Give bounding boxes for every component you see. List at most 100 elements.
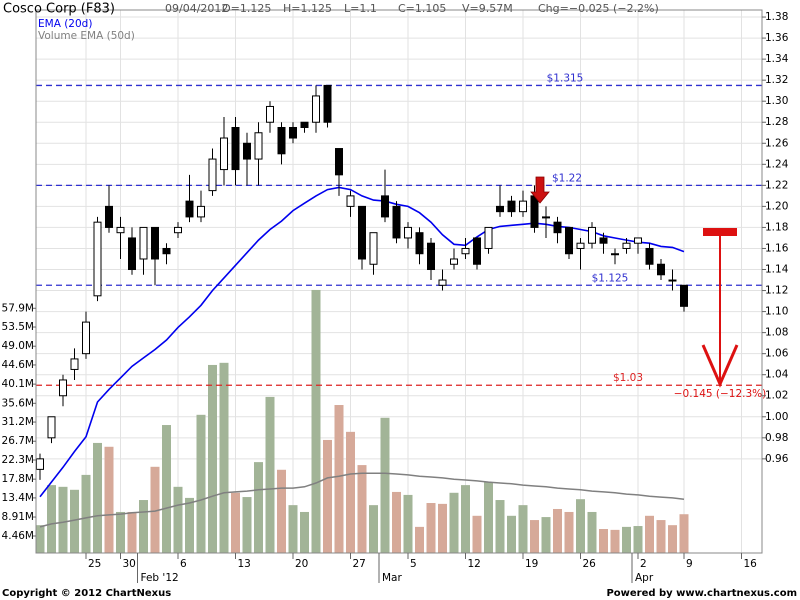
volume-bar (70, 489, 79, 553)
candle-body (312, 95, 320, 123)
candle-body (622, 242, 631, 249)
volume-bar (93, 442, 102, 553)
header-low: L=1.1 (344, 2, 377, 15)
candle-body (346, 195, 355, 207)
candle-body (162, 247, 171, 255)
y2-tick-label: 17.8M (2, 473, 34, 485)
y-tick-label: 1.18 (765, 221, 788, 233)
candle-body (185, 200, 194, 218)
volume-bar (104, 446, 114, 553)
volume-bar (242, 497, 252, 553)
volume-bar (679, 514, 689, 553)
volume-bar (139, 500, 148, 553)
volume-bar (162, 425, 171, 553)
candle-body (93, 221, 102, 297)
volume-bar (369, 505, 378, 553)
candle-body (220, 137, 228, 171)
volume-bar (426, 503, 436, 553)
volume-bar (645, 515, 654, 553)
plot-frame (35, 9, 763, 554)
candle-body (392, 205, 401, 239)
volume-bar (254, 462, 263, 553)
volume-bar (484, 482, 493, 553)
y2-tick-label: 35.6M (2, 397, 34, 409)
candle-body (611, 253, 619, 256)
candle-body (680, 284, 688, 307)
candle-body (300, 121, 309, 128)
candle-body (576, 242, 585, 249)
candle-body (369, 232, 378, 265)
y-tick-label: 1.22 (765, 179, 788, 191)
y2-tick-label: 31.2M (2, 416, 34, 428)
volume-bar (553, 508, 562, 553)
candle-body (473, 237, 481, 265)
volume-bar (150, 466, 160, 553)
candle-body (450, 258, 458, 265)
candle-body (70, 358, 79, 370)
x-tick-label: 27 (353, 558, 366, 570)
x-tick-label: 19 (525, 558, 538, 570)
volume-bar (127, 511, 137, 553)
volume-bar (346, 431, 355, 553)
candle-body (47, 416, 56, 439)
volume-bar (323, 439, 332, 553)
candle-body (588, 226, 596, 244)
candle-body (174, 226, 182, 234)
volume-bar (472, 515, 482, 553)
candle-body (197, 205, 205, 218)
candle-body (277, 126, 286, 155)
drop-arrow (701, 228, 739, 388)
volume-bar (334, 405, 344, 553)
volume-bar (518, 505, 528, 553)
drop-annotation: −0.145 (−12.3%) (674, 388, 767, 400)
candle-body (36, 458, 44, 470)
candle-body (634, 237, 642, 244)
volume-bar (438, 503, 447, 553)
volume-bar (219, 362, 229, 553)
candle-body (208, 158, 217, 192)
candle-body (151, 226, 159, 260)
header-change: Chg=−0.025 (−2.2%) (538, 2, 659, 15)
arrow-head (701, 344, 739, 388)
y2-tick-label: 44.6M (2, 359, 34, 371)
volume-bar (507, 515, 516, 553)
y-tick-label: 1.04 (765, 369, 789, 381)
volume-bar (173, 486, 183, 553)
volume-bar (265, 396, 275, 553)
volume-bar (564, 511, 574, 553)
header-date: 09/04/2012 (165, 2, 228, 15)
y-tick-label: 1.12 (765, 285, 788, 297)
y-tick-label: 1.36 (765, 32, 789, 44)
y-tick-label: 0.96 (765, 453, 789, 465)
y-tick-label: 1.02 (765, 390, 788, 402)
candle-body (542, 216, 550, 219)
y-tick-label: 1.28 (765, 116, 788, 128)
volume-bar (599, 529, 608, 553)
candle-body (358, 205, 366, 260)
y2-tick-label: 49.0M (2, 340, 34, 352)
y-tick-label: 1.34 (765, 53, 789, 65)
candle-body (128, 237, 136, 271)
y2-tick-label: 26.7M (2, 435, 34, 447)
candle-body (116, 226, 125, 234)
x-tick-label: 5 (410, 558, 417, 570)
y-tick-label: 1.24 (765, 158, 789, 170)
x-tick-label: 12 (468, 558, 481, 570)
y2-tick-label: 4.46M (2, 530, 34, 542)
candle-body (461, 247, 470, 255)
level-label: $1.03 (613, 372, 643, 384)
y-tick-label: 1.26 (765, 137, 789, 149)
plot-area: $1.315 $1.22 $1.125 $1.03 (35, 10, 762, 553)
footer-copyright: Copyright © 2012 ChartNexus (2, 588, 171, 599)
volume-bar (196, 414, 206, 553)
x-tick-label: 13 (238, 558, 251, 570)
candle-body (323, 84, 332, 123)
volume-bar (461, 485, 470, 553)
candle-body (599, 237, 608, 244)
volume-bar (633, 526, 643, 553)
legend-ema: EMA (20d) (38, 18, 92, 30)
candle-body (59, 379, 67, 397)
month-label: Feb '12 (141, 572, 179, 584)
candle-body (657, 263, 665, 276)
volume-bar (403, 494, 413, 553)
